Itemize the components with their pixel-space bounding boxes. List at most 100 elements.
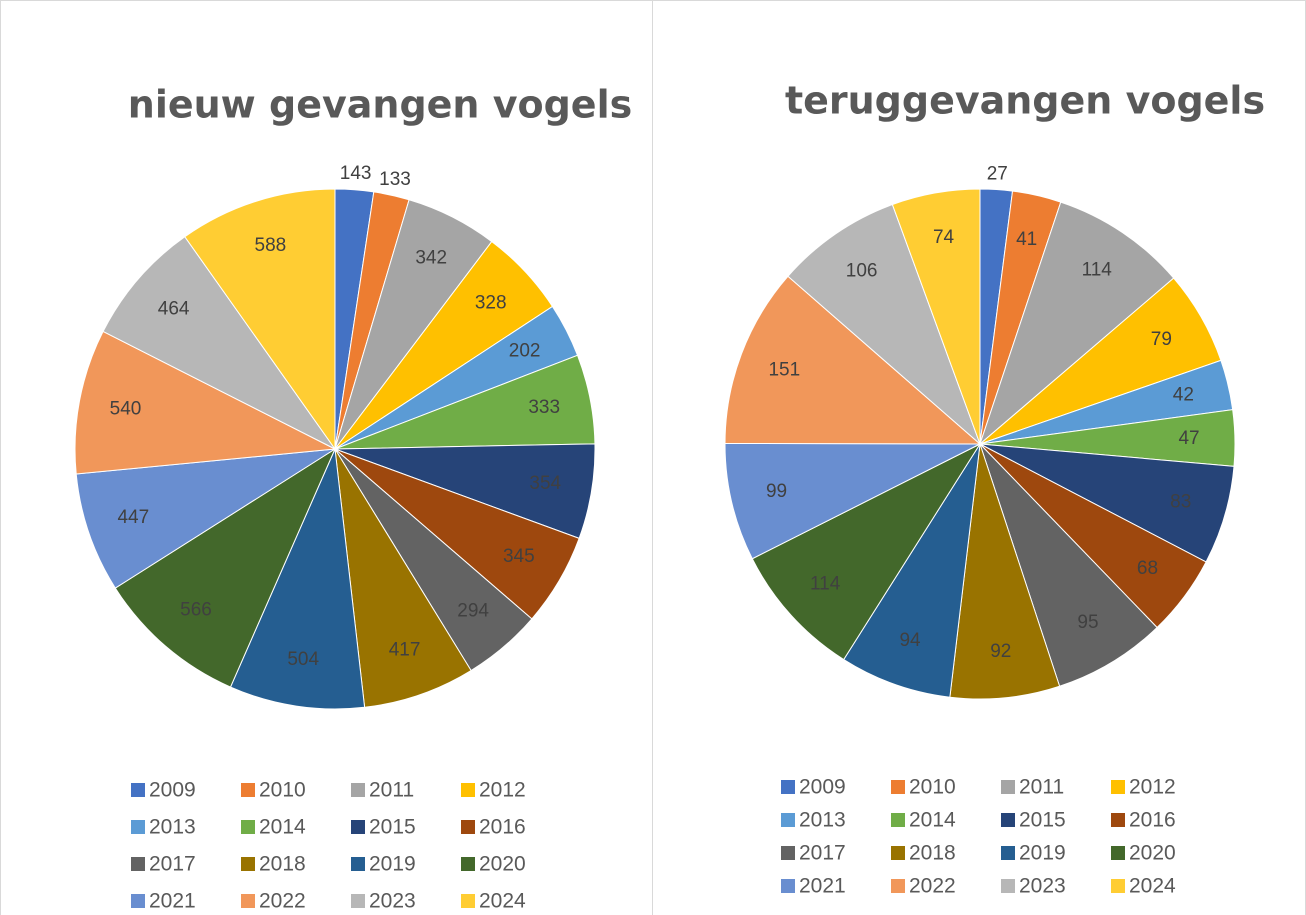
legend-label: 2016 (1129, 809, 1176, 832)
legend-swatch (891, 879, 905, 893)
legend-swatch (131, 857, 145, 871)
data-label: 106 (846, 261, 878, 282)
data-label: 345 (503, 546, 535, 567)
legend-label: 2010 (259, 779, 306, 802)
legend-label: 2012 (1129, 776, 1176, 799)
pie-slice (978, 201, 1175, 446)
legend-swatch (461, 857, 475, 871)
legend-label: 2018 (259, 853, 306, 876)
data-label: 114 (810, 574, 841, 595)
legend-label: 2024 (1129, 875, 1176, 898)
legend-label: 2015 (1019, 809, 1066, 832)
legend-swatch (781, 879, 795, 893)
data-label: 588 (255, 235, 287, 256)
legend-swatch (1111, 780, 1125, 794)
legend-swatch (351, 820, 365, 834)
data-label: 79 (1151, 329, 1172, 350)
legend-swatch (781, 846, 795, 860)
legend-swatch (891, 780, 905, 794)
legend-swatch (1001, 846, 1015, 860)
data-label: 464 (158, 299, 190, 320)
data-label: 354 (529, 473, 561, 494)
data-label: 133 (379, 169, 411, 190)
legend-swatch (1001, 879, 1015, 893)
pie-slice (724, 275, 982, 445)
pie-slice (74, 330, 337, 475)
legend-swatch (891, 846, 905, 860)
pie-slice (229, 447, 366, 710)
legend-label: 2019 (369, 853, 416, 876)
legend-label: 2017 (149, 853, 196, 876)
legend-swatch (1001, 813, 1015, 827)
data-label: 83 (1170, 492, 1191, 513)
legend-label: 2009 (799, 776, 846, 799)
legend-swatch (131, 894, 145, 908)
legend-swatch (131, 820, 145, 834)
data-label: 68 (1137, 558, 1158, 579)
pie-slice (724, 442, 981, 560)
legend-label: 2019 (1019, 842, 1066, 865)
legend-swatch (351, 783, 365, 797)
pie-slice (334, 448, 472, 708)
legend-swatch (241, 783, 255, 797)
legend-label: 2018 (909, 842, 956, 865)
data-label: 333 (528, 397, 560, 418)
legend-label: 2011 (369, 779, 414, 802)
legend-label: 2023 (369, 890, 416, 913)
data-label: 566 (180, 600, 212, 621)
legend-label: 2024 (479, 890, 526, 913)
data-label: 202 (509, 341, 541, 362)
pie-slice (751, 442, 982, 661)
pie-slice (114, 447, 337, 688)
legend-swatch (1111, 879, 1125, 893)
pie-slice (75, 448, 336, 589)
pie-slice (102, 236, 336, 450)
legend-label: 2009 (149, 779, 196, 802)
legend-label: 2013 (149, 816, 196, 839)
data-label: 447 (117, 507, 149, 528)
legend-swatch (1001, 780, 1015, 794)
legend-swatch (461, 894, 475, 908)
data-label: 114 (1082, 260, 1113, 281)
chart-title: teruggevangen vogels (785, 79, 1265, 123)
legend-label: 2013 (799, 809, 846, 832)
legend-label: 2022 (259, 890, 306, 913)
data-label: 42 (1173, 384, 1194, 405)
data-label: 504 (287, 649, 319, 670)
legend-label: 2016 (479, 816, 526, 839)
data-label: 540 (110, 399, 142, 420)
legend-swatch (461, 783, 475, 797)
legend-swatch (241, 820, 255, 834)
pie-slice (787, 203, 981, 445)
legend-label: 2014 (909, 809, 956, 832)
data-label: 94 (899, 630, 921, 651)
chart-title: nieuw gevangen vogels (128, 83, 632, 127)
data-label: 74 (933, 227, 955, 248)
pie-slice (949, 443, 1061, 700)
data-label: 41 (1016, 229, 1037, 250)
legend-swatch (351, 857, 365, 871)
pie-slice (891, 188, 981, 445)
legend-label: 2022 (909, 875, 956, 898)
legend-swatch (351, 894, 365, 908)
legend-swatch (1111, 813, 1125, 827)
legend-swatch (781, 780, 795, 794)
legend-label: 2015 (369, 816, 416, 839)
data-label: 47 (1178, 428, 1199, 449)
data-label: 151 (768, 359, 800, 380)
data-label: 27 (987, 163, 1008, 184)
pie-slice (979, 443, 1158, 687)
data-label: 143 (340, 163, 372, 184)
data-label: 417 (389, 640, 421, 661)
legend-swatch (781, 813, 795, 827)
data-label: 95 (1077, 612, 1098, 633)
legend-label: 2023 (1019, 875, 1066, 898)
legend-label: 2021 (799, 875, 846, 898)
data-label: 92 (990, 641, 1011, 662)
legend-label: 2020 (1129, 842, 1176, 865)
legend-swatch (461, 820, 475, 834)
legend-swatch (131, 783, 145, 797)
data-label: 342 (415, 248, 447, 269)
pie-slice (184, 188, 336, 451)
